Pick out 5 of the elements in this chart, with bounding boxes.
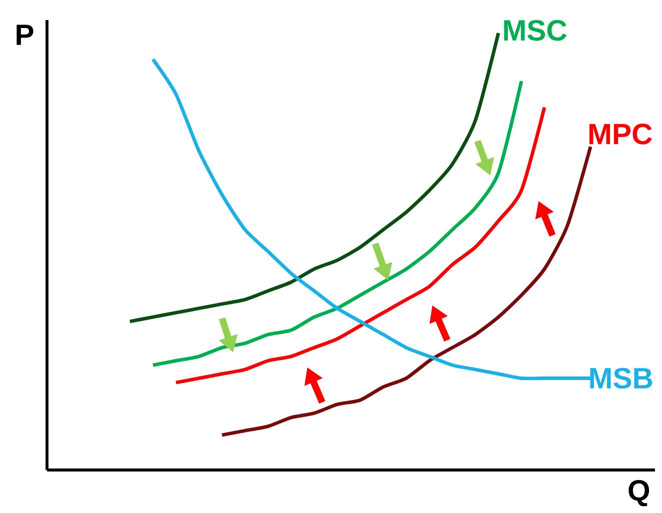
series-label: MSB <box>590 368 652 389</box>
series-label: MSC <box>504 20 567 41</box>
series-label: MPC <box>589 124 652 144</box>
y-axis-title: P <box>16 24 34 45</box>
x-axis-title: Q <box>628 480 650 506</box>
